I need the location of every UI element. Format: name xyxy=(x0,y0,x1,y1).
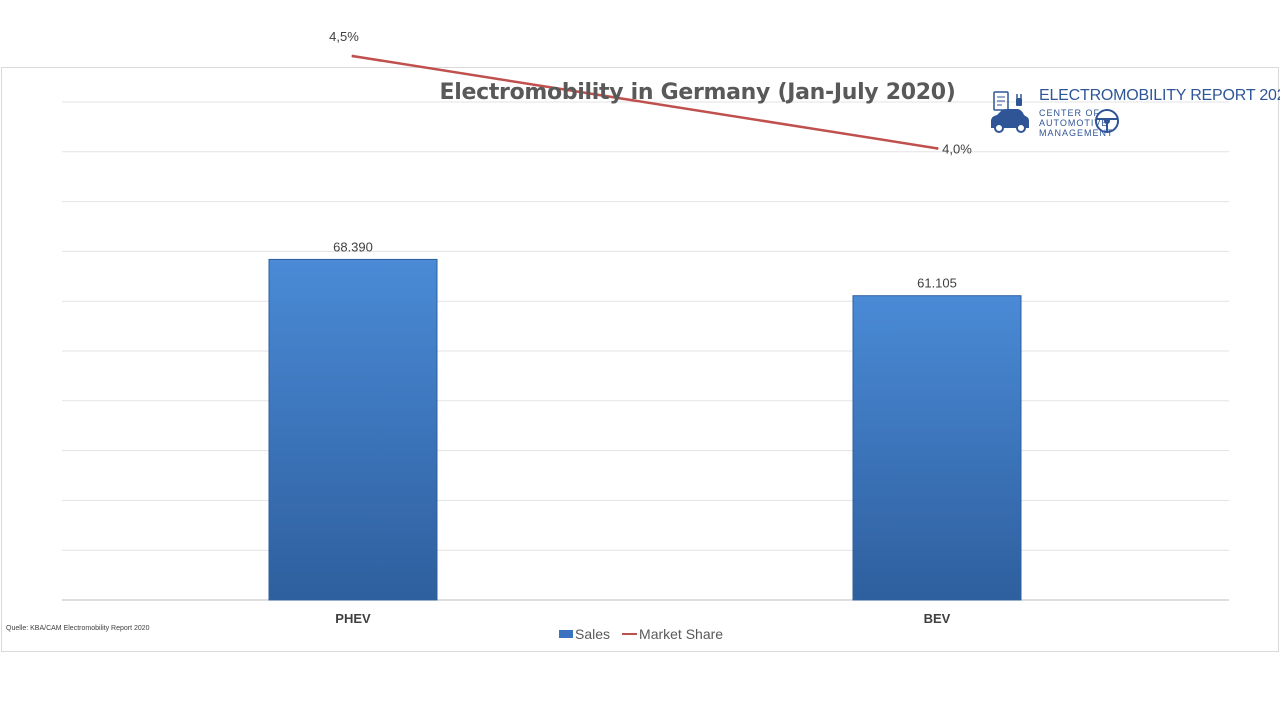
source-note: Quelle: KBA/CAM Electromobility Report 2… xyxy=(6,625,150,632)
line-point xyxy=(935,146,939,150)
line-data-label: 4,0% xyxy=(942,141,972,156)
line-series xyxy=(351,54,939,150)
line-data-label: 4,5% xyxy=(329,29,359,44)
legend-item-market-share: Market Share xyxy=(610,626,723,642)
logo-line-2: AUTOMOTIVE xyxy=(1039,118,1109,128)
data-labels: 68.390 PHEV 61.105 BEV 4,5% 4,0% xyxy=(329,29,972,626)
bar-data-label: 61.105 xyxy=(917,276,957,291)
chart-frame xyxy=(1,67,1279,652)
bar-series xyxy=(268,258,1022,601)
bar-data-label: 68.390 xyxy=(333,239,373,254)
chart-legend: Sales Market Share xyxy=(559,626,723,642)
bar xyxy=(852,295,1022,601)
car-charger-logo-icon xyxy=(991,91,1029,133)
legend-swatch-market-share xyxy=(622,633,638,635)
report-logo: ELECTROMOBILITY REPORT 2020 CENTER OF AU… xyxy=(988,86,1280,146)
bar xyxy=(268,258,438,601)
x-tick-label: PHEV xyxy=(335,611,371,626)
legend-label-sales: Sales xyxy=(575,626,611,642)
legend-item-sales: Sales xyxy=(559,626,610,642)
gridlines xyxy=(62,101,1229,601)
chart-title: Electromobility in Germany (Jan-July 202… xyxy=(439,80,956,105)
legend-label-market-share: Market Share xyxy=(639,626,724,642)
logo-line-3: MANAGEMENT xyxy=(1039,128,1114,138)
market-share-line xyxy=(352,54,938,150)
logo-line-1: CENTER OF xyxy=(1039,108,1101,118)
logo-subtitle: CENTER OF AUTOMOTIVE MANAGEMENT xyxy=(1039,108,1114,138)
legend-swatch-sales xyxy=(559,630,573,638)
steering-wheel-logo-icon xyxy=(1095,109,1119,133)
x-tick-label: BEV xyxy=(924,611,951,626)
line-point xyxy=(351,54,355,58)
logo-title: ELECTROMOBILITY REPORT 2020 xyxy=(1039,87,1280,104)
